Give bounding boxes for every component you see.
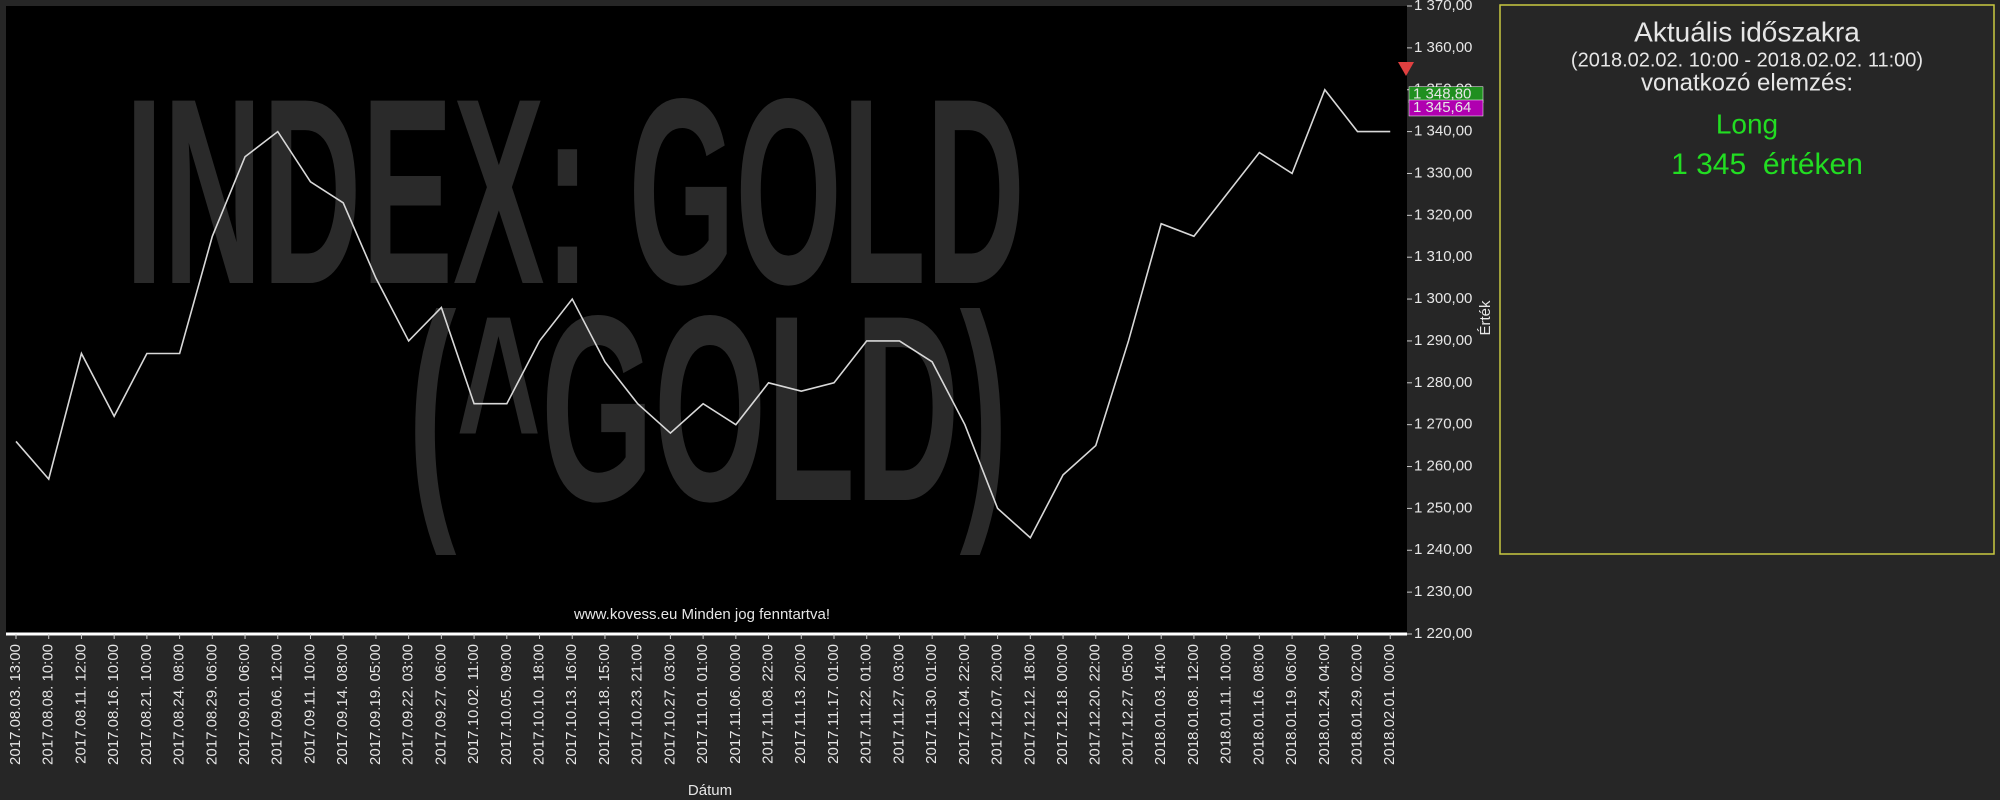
price-marker-label: 1 348,80 <box>1413 86 1471 103</box>
x-tick-label: 2017.11.06. 00:00 <box>727 644 744 764</box>
x-tick-label: 2017.09.14. 08:00 <box>334 644 351 765</box>
y-tick-label: 1 250,00 <box>1414 499 1472 516</box>
x-tick-label: 2017.10.10. 18:00 <box>530 644 547 765</box>
x-tick-label: 2017.09.06. 12:00 <box>269 644 286 765</box>
x-tick-label: 2017.10.23. 21:00 <box>629 644 646 765</box>
x-tick-label: 2017.10.18. 15:00 <box>596 644 613 765</box>
x-tick-label: 2017.08.21. 10:00 <box>138 644 155 765</box>
y-tick-label: 1 240,00 <box>1414 541 1472 558</box>
plot-area <box>6 6 1407 634</box>
analysis-panel <box>1499 4 1995 555</box>
y-tick-label: 1 330,00 <box>1414 164 1472 181</box>
y-tick-label: 1 340,00 <box>1414 123 1472 140</box>
x-tick-label: 2018.01.24. 04:00 <box>1316 644 1333 765</box>
y-tick-label: 1 310,00 <box>1414 248 1472 265</box>
x-tick-label: 2017.11.27. 03:00 <box>890 644 907 764</box>
x-tick-label: 2018.01.03. 14:00 <box>1152 644 1169 765</box>
y-tick-label: 1 220,00 <box>1414 625 1472 642</box>
x-tick-label: 2017.10.27. 03:00 <box>661 644 678 765</box>
x-tick-label: 2017.12.07. 20:00 <box>989 644 1006 765</box>
x-tick-label: 2017.12.12. 18:00 <box>1021 644 1038 765</box>
y-tick-label: 1 230,00 <box>1414 583 1472 600</box>
x-tick-label: 2018.01.16. 08:00 <box>1250 644 1267 765</box>
x-tick-label: 2017.09.11. 10:00 <box>301 644 318 764</box>
x-tick-label: 2017.10.05. 09:00 <box>498 644 515 765</box>
x-tick-label: 2017.11.01. 01:00 <box>694 644 711 764</box>
panel-signal: Long <box>1716 108 1778 139</box>
x-tick-label: 2017.08.08. 10:00 <box>40 644 57 765</box>
watermark: (^GOLD) <box>408 261 1008 558</box>
x-tick-label: 2017.08.16. 10:00 <box>105 644 122 765</box>
x-tick-label: 2017.10.13. 16:00 <box>563 644 580 765</box>
price-marker <box>1408 99 1484 117</box>
x-tick-label: 2017.11.22. 01:00 <box>858 644 875 764</box>
y-tick-label: 1 300,00 <box>1414 290 1472 307</box>
x-tick-label: 2017.11.13. 20:00 <box>792 644 809 764</box>
copyright: www.kovess.eu Minden jog fenntartva! <box>573 606 830 623</box>
x-tick-label: 2017.11.17. 01:00 <box>825 644 842 764</box>
y-tick-label: 1 260,00 <box>1414 458 1472 475</box>
x-tick-label: 2017.12.04. 22:00 <box>956 644 973 765</box>
y-tick-label: 1 360,00 <box>1414 39 1472 56</box>
x-tick-label: 2017.11.30. 01:00 <box>923 644 940 764</box>
x-tick-label: 2017.10.02. 11:00 <box>465 644 482 764</box>
y-tick-label: 1 290,00 <box>1414 332 1472 349</box>
y-tick-label: 1 280,00 <box>1414 374 1472 391</box>
price-line <box>15 88 1391 539</box>
y-axis-title: Érték <box>1477 300 1494 336</box>
x-tick-label: 2017.11.08. 22:00 <box>760 644 777 764</box>
y-tick-label: 1 320,00 <box>1414 206 1472 223</box>
x-tick-label: 2018.01.29. 02:00 <box>1348 644 1365 765</box>
x-tick-label: 2017.12.27. 05:00 <box>1119 644 1136 765</box>
x-tick-label: 2018.01.08. 12:00 <box>1185 644 1202 765</box>
x-tick-label: 2017.12.20. 22:00 <box>1087 644 1104 765</box>
x-tick-label: 2017.09.22. 03:00 <box>400 644 417 765</box>
x-tick-label: 2017.12.18. 00:00 <box>1054 644 1071 765</box>
panel-title: Aktuális időszakra <box>1634 16 1860 47</box>
x-tick-label: 2017.09.01. 06:00 <box>236 644 253 765</box>
y-tick-label: 1 270,00 <box>1414 416 1472 433</box>
x-tick-label: 2017.09.19. 05:00 <box>367 644 384 765</box>
x-tick-label: 2017.08.29. 06:00 <box>203 644 220 765</box>
x-tick-label: 2018.02.01. 00:00 <box>1381 644 1398 765</box>
x-tick-label: 2017.08.11. 12:00 <box>72 644 89 764</box>
price-marker-label: 1 345,64 <box>1413 99 1471 116</box>
x-tick-label: 2018.01.11. 10:00 <box>1218 644 1235 764</box>
signal-arrow <box>1398 62 1414 76</box>
panel-value: 1 345 értéken <box>1671 148 1863 181</box>
x-axis-title: Dátum <box>688 782 732 799</box>
x-tick-label: 2017.08.24. 08:00 <box>171 644 188 765</box>
x-tick-label: 2017.08.03. 13:00 <box>7 644 24 765</box>
y-tick-label: 1 370,00 <box>1414 0 1472 14</box>
x-tick-label: 2017.09.27. 06:00 <box>432 644 449 765</box>
panel-subtitle: vonatkozó elemzés: <box>1641 69 1853 96</box>
panel-period: (2018.02.02. 10:00 - 2018.02.02. 11:00) <box>1571 49 1923 71</box>
watermark: INDEX: GOLD <box>125 44 1025 340</box>
x-tick-label: 2018.01.19. 06:00 <box>1283 644 1300 765</box>
